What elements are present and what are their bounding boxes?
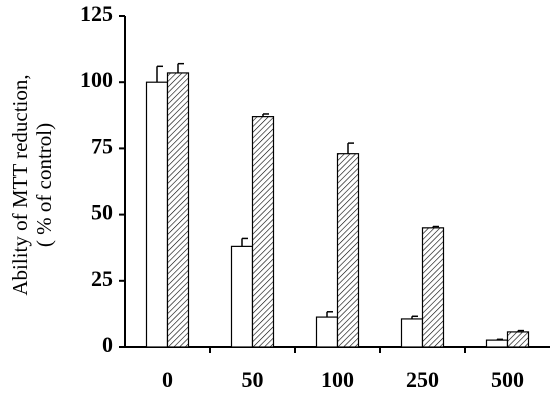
y-axis-title-line: Ability of MTT reduction, [8, 74, 32, 295]
y-tick-label: 0 [102, 332, 113, 357]
bar [506, 331, 530, 348]
y-axis-title-line: ( % of control) [32, 123, 56, 247]
bar [400, 318, 424, 348]
y-tick-label: 100 [80, 67, 113, 92]
y-tick-label: 25 [91, 266, 113, 291]
x-tick-label: 500 [491, 367, 524, 392]
bar [485, 339, 509, 348]
bar [336, 153, 360, 348]
y-tick-label: 125 [80, 1, 113, 26]
bar [421, 227, 445, 348]
y-tick-label: 50 [91, 200, 113, 225]
bar [230, 245, 254, 348]
x-tick-label: 50 [242, 367, 264, 392]
x-tick-label: 250 [406, 367, 439, 392]
bar [315, 316, 339, 348]
bar [251, 116, 275, 348]
bar [166, 72, 190, 348]
x-tick-label: 0 [162, 367, 173, 392]
bar [145, 81, 169, 348]
y-tick-label: 75 [91, 133, 113, 158]
x-tick-label: 100 [321, 367, 354, 392]
y-axis-title: Ability of MTT reduction, ( % of control… [8, 74, 56, 295]
